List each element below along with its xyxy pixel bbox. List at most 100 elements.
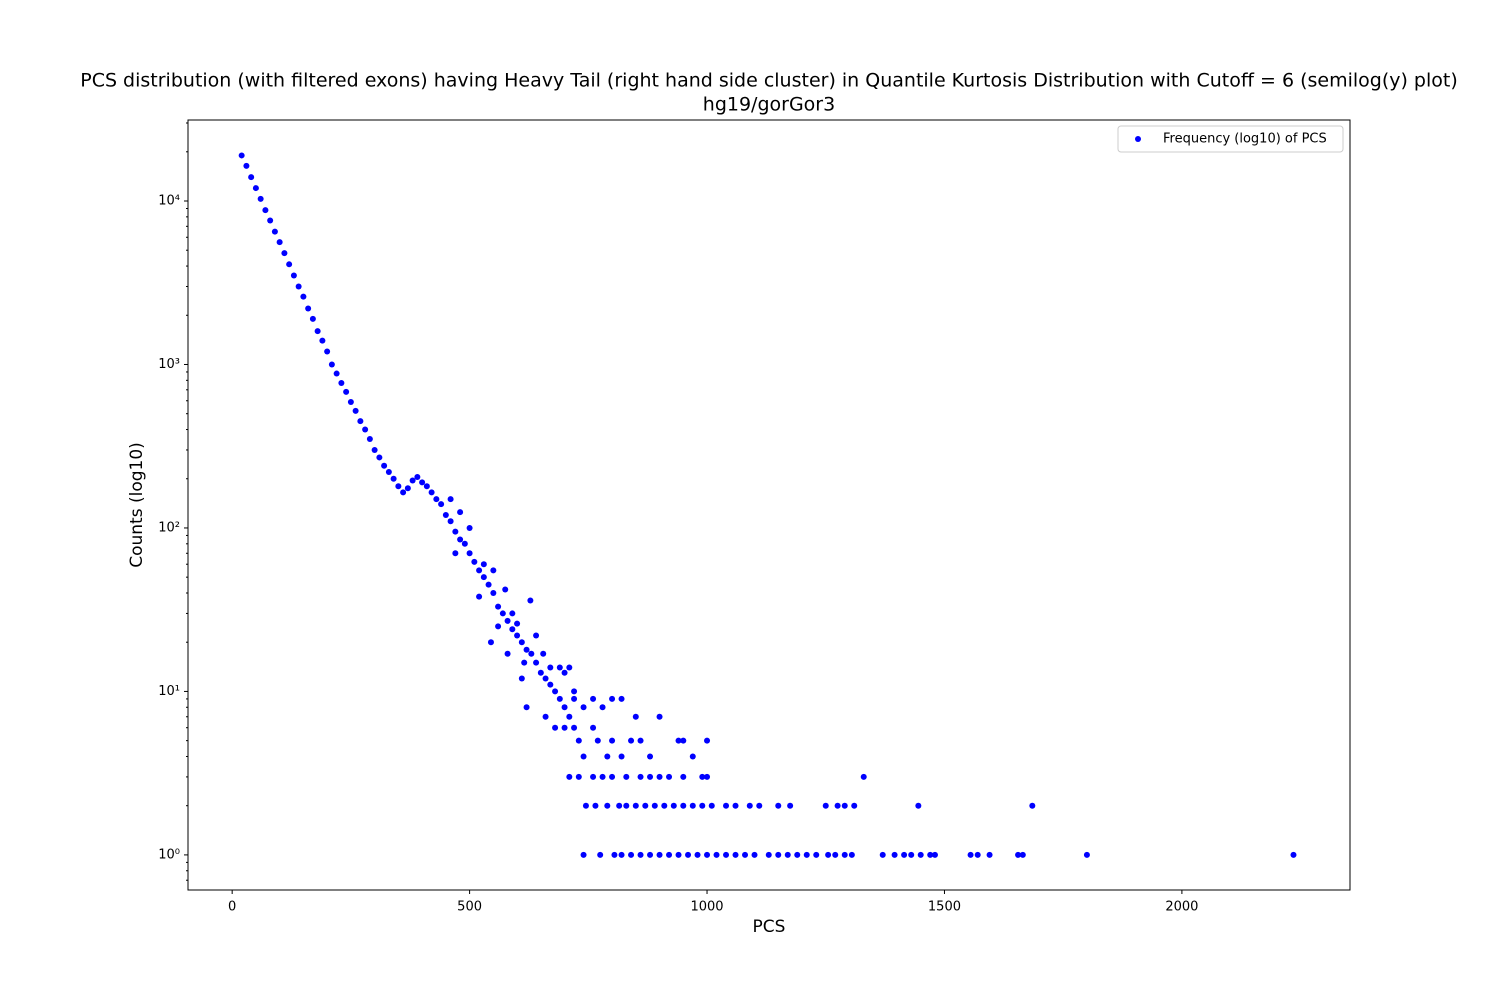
point xyxy=(685,851,692,858)
point xyxy=(931,851,938,858)
point xyxy=(632,713,639,720)
point xyxy=(901,851,908,858)
point xyxy=(604,753,611,760)
point xyxy=(787,802,794,809)
point xyxy=(742,851,749,858)
point xyxy=(556,664,563,671)
point xyxy=(286,261,293,268)
x-tick-label: 1000 xyxy=(690,900,723,915)
point xyxy=(604,802,611,809)
point xyxy=(271,228,278,235)
plot-frame xyxy=(187,119,1351,891)
point xyxy=(527,597,534,604)
point xyxy=(575,737,582,744)
point xyxy=(504,617,511,624)
point xyxy=(466,524,473,531)
point xyxy=(566,773,573,780)
point xyxy=(504,650,511,657)
y-tick-label: 10⁰ xyxy=(158,847,180,862)
point xyxy=(1290,851,1297,858)
point xyxy=(580,753,587,760)
point xyxy=(580,704,587,711)
point xyxy=(860,773,867,780)
x-tick-label: 1500 xyxy=(928,900,961,915)
point xyxy=(571,695,578,702)
point xyxy=(433,496,440,503)
point xyxy=(590,724,597,731)
point xyxy=(490,567,497,574)
point xyxy=(689,753,696,760)
point xyxy=(575,773,582,780)
point xyxy=(841,802,848,809)
point xyxy=(476,567,483,574)
point xyxy=(813,851,820,858)
x-axis-label: PCS xyxy=(753,917,786,937)
x-tick-label: 500 xyxy=(457,900,482,915)
point xyxy=(366,436,373,443)
point xyxy=(509,610,516,617)
point xyxy=(832,851,839,858)
point xyxy=(775,851,782,858)
point xyxy=(713,851,720,858)
point xyxy=(609,737,616,744)
point xyxy=(803,851,810,858)
point xyxy=(248,174,255,181)
y-tick-label: 10⁴ xyxy=(158,194,180,209)
point xyxy=(594,737,601,744)
point xyxy=(689,802,696,809)
point xyxy=(238,152,245,159)
point xyxy=(623,773,630,780)
point xyxy=(428,489,435,496)
point xyxy=(746,802,753,809)
point xyxy=(571,724,578,731)
point xyxy=(305,305,312,312)
point xyxy=(582,802,589,809)
point xyxy=(461,540,468,547)
point xyxy=(599,773,606,780)
point xyxy=(967,851,974,858)
point xyxy=(642,802,649,809)
point xyxy=(628,851,635,858)
point xyxy=(442,512,449,519)
point xyxy=(518,639,525,646)
point xyxy=(537,669,544,676)
point xyxy=(561,704,568,711)
point xyxy=(704,737,711,744)
point xyxy=(523,704,530,711)
point xyxy=(419,479,426,486)
point xyxy=(514,632,521,639)
point xyxy=(295,283,302,290)
point xyxy=(414,473,421,480)
point xyxy=(400,489,407,496)
point xyxy=(566,713,573,720)
point xyxy=(794,851,801,858)
point xyxy=(452,550,459,557)
chart-subtitle: hg19/gorGor3 xyxy=(703,94,835,116)
point xyxy=(457,509,464,516)
point xyxy=(704,851,711,858)
point xyxy=(661,802,668,809)
point xyxy=(466,550,473,557)
point xyxy=(699,802,706,809)
y-tick-label: 10² xyxy=(158,520,180,535)
point xyxy=(542,675,549,682)
point xyxy=(502,586,509,593)
point xyxy=(822,802,829,809)
point xyxy=(723,851,730,858)
point xyxy=(561,669,568,676)
point xyxy=(514,620,521,627)
point xyxy=(699,773,706,780)
y-tick-label: 10¹ xyxy=(158,684,180,699)
point xyxy=(597,851,604,858)
point xyxy=(908,851,915,858)
point xyxy=(647,851,654,858)
point xyxy=(362,426,369,433)
point xyxy=(409,477,416,484)
point xyxy=(680,802,687,809)
point xyxy=(324,348,331,355)
point xyxy=(656,773,663,780)
y-axis-label: Counts (log10) xyxy=(127,442,147,568)
point xyxy=(267,217,274,224)
point xyxy=(694,851,701,858)
